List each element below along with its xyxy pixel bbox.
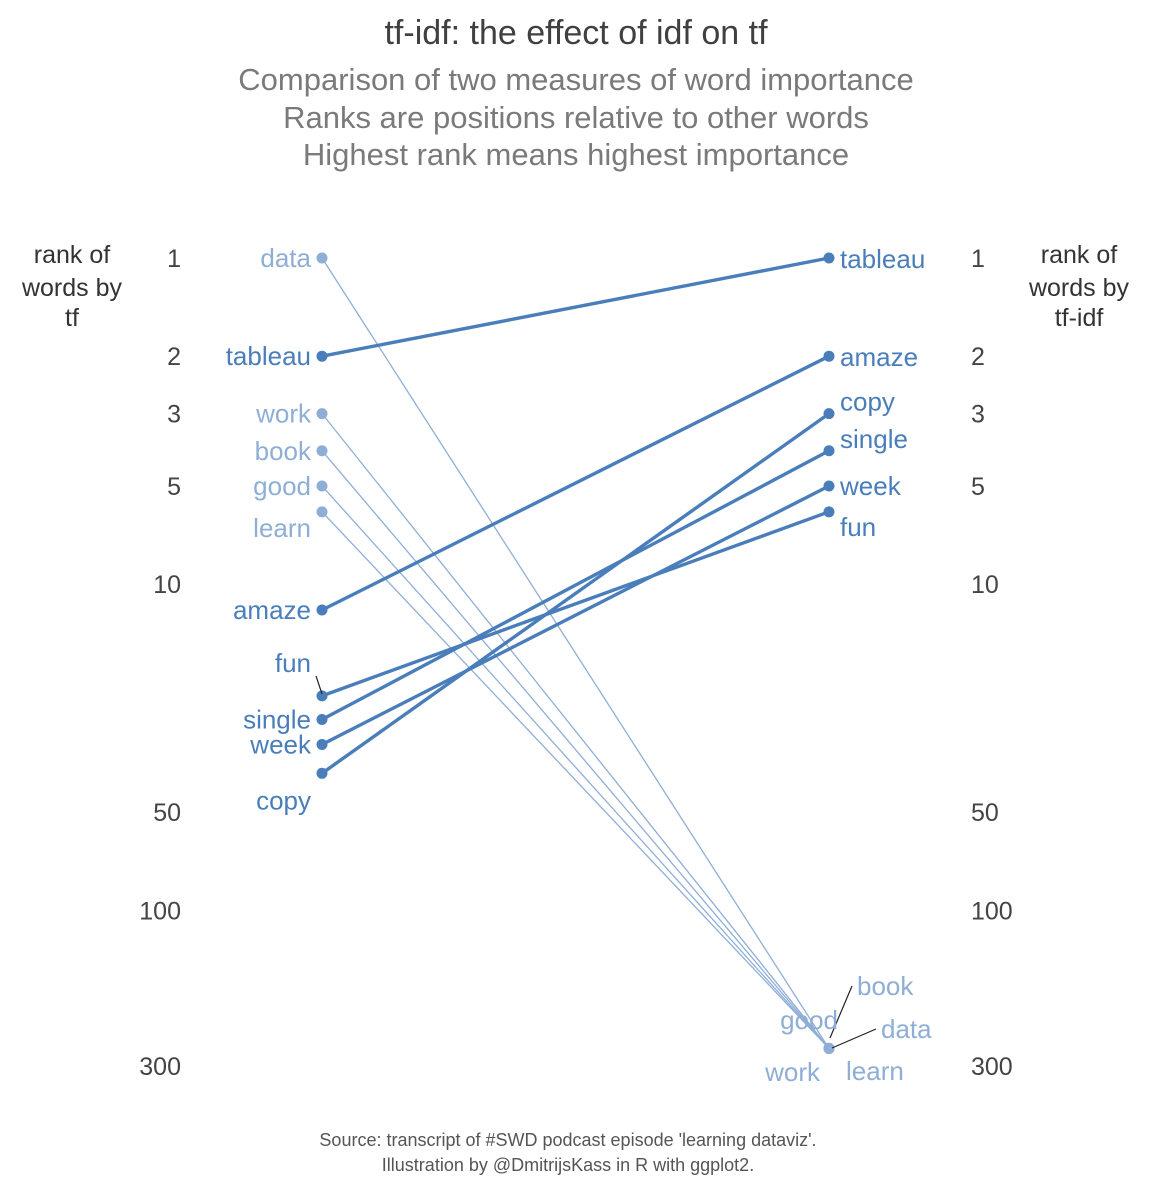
rank-points xyxy=(316,252,835,1054)
slope-line-copy xyxy=(321,412,830,775)
left-tick-label: 100 xyxy=(139,897,181,925)
tfidf-word-label-learn: learn xyxy=(846,1056,904,1086)
tfidf-point-tableau xyxy=(823,252,835,264)
right-tick-label: 5 xyxy=(971,473,985,501)
tf-word-label-single: single xyxy=(243,705,311,735)
right-axis-ticks: 1 2 3 5 10 50 100 300 xyxy=(971,245,1013,1081)
slope-line-data xyxy=(321,257,830,1049)
chart-subtitle-line-3: Highest rank means highest importance xyxy=(303,137,849,172)
tfidf-point-fun xyxy=(823,506,835,518)
caption-line-1: Source: transcript of #SWD podcast episo… xyxy=(319,1130,816,1150)
tfidf-point-amaze xyxy=(823,350,835,362)
tf-point-work xyxy=(316,408,328,420)
tf-point-book xyxy=(316,445,328,457)
tfidf-word-label-good: good xyxy=(780,1005,838,1035)
right-tick-label: 2 xyxy=(971,343,985,371)
leader-line-right-data xyxy=(831,1028,877,1049)
tf-point-data xyxy=(316,252,328,264)
slope-line-single xyxy=(321,449,830,722)
right-tick-label: 1 xyxy=(971,245,985,273)
tfidf-word-label-book: book xyxy=(857,971,914,1001)
slope-line-fun xyxy=(321,510,830,698)
tfidf-point-learn xyxy=(823,1042,835,1054)
tf-word-label-week: week xyxy=(249,729,312,759)
tf-point-good xyxy=(316,480,328,492)
left-tick-label: 1 xyxy=(167,245,181,273)
tf-point-learn xyxy=(316,506,328,518)
tfidf-word-label-data: data xyxy=(881,1014,932,1044)
left-axis-title-line-3: tf xyxy=(65,304,79,332)
right-tick-label: 50 xyxy=(971,799,999,827)
right-axis-title-line-3: tf-idf xyxy=(1055,304,1104,332)
left-tick-label: 50 xyxy=(153,799,181,827)
right-tick-label: 300 xyxy=(971,1053,1013,1081)
right-tick-label: 3 xyxy=(971,401,985,429)
slope-line-good xyxy=(321,485,830,1049)
tf-word-label-learn: learn xyxy=(253,513,311,543)
right-axis-title-line-2: words by xyxy=(1028,274,1130,302)
tf-word-label-work: work xyxy=(255,399,312,429)
left-tick-label: 5 xyxy=(167,473,181,501)
tfidf-word-label-fun: fun xyxy=(840,512,876,542)
slope-line-book xyxy=(321,450,830,1049)
tf-point-amaze xyxy=(316,604,328,616)
label-leader-lines xyxy=(315,675,877,1049)
slope-line-amaze xyxy=(321,354,830,612)
left-axis-title-line-1: rank of xyxy=(34,241,110,269)
tf-point-week xyxy=(316,738,328,750)
tfidf-point-copy xyxy=(823,408,835,420)
tf-point-fun xyxy=(316,690,328,702)
tf-word-label-amaze: amaze xyxy=(233,595,311,625)
leader-line-left-fun xyxy=(315,675,323,695)
tfidf-word-label-copy: copy xyxy=(840,387,895,417)
slope-line-work xyxy=(321,413,830,1049)
right-tick-label: 10 xyxy=(971,571,999,599)
chart-title: tf-idf: the effect of idf on tf xyxy=(384,14,768,52)
tfidf-point-single xyxy=(823,445,835,457)
left-tick-label: 2 xyxy=(167,343,181,371)
tf-word-label-fun: fun xyxy=(275,648,311,678)
caption-line-2: Illustration by @DmitrijsKass in R with … xyxy=(382,1155,754,1175)
left-tick-label: 10 xyxy=(153,571,181,599)
slope-lines xyxy=(321,256,830,1049)
left-axis-ticks: 1 2 3 5 10 50 100 300 xyxy=(139,245,181,1081)
tfidf-word-label-week: week xyxy=(839,471,902,501)
tfidf-word-label-single: single xyxy=(840,424,908,454)
tf-word-label-good: good xyxy=(253,471,311,501)
right-axis-title-line-1: rank of xyxy=(1041,241,1117,269)
left-tick-label: 300 xyxy=(139,1053,181,1081)
tf-point-tableau xyxy=(316,350,328,362)
tfidf-point-week xyxy=(823,480,835,492)
right-tick-label: 100 xyxy=(971,897,1013,925)
tf-point-single xyxy=(316,714,328,726)
slope-line-tableau xyxy=(321,256,830,358)
tf-word-label-copy: copy xyxy=(256,785,311,815)
tf-word-label-data: data xyxy=(260,243,311,273)
slope-line-week xyxy=(321,484,830,746)
tfidf-word-label-tableau: tableau xyxy=(840,244,925,274)
tf-word-label-tableau: tableau xyxy=(226,341,311,371)
tfidf-word-label-work: work xyxy=(764,1057,821,1087)
tf-word-label-book: book xyxy=(255,436,312,466)
chart-subtitle-line-2: Ranks are positions relative to other wo… xyxy=(283,100,869,135)
tf-point-copy xyxy=(316,767,328,779)
slope-line-learn xyxy=(321,511,830,1049)
tfidf-word-label-amaze: amaze xyxy=(840,342,918,372)
word-labels: datadatatableautableauworkworkbookbookgo… xyxy=(226,243,932,1087)
left-axis-title-line-2: words by xyxy=(21,274,123,302)
chart-subtitle-line-1: Comparison of two measures of word impor… xyxy=(238,62,913,97)
left-tick-label: 3 xyxy=(167,401,181,429)
leader-line-right-book xyxy=(829,985,853,1039)
